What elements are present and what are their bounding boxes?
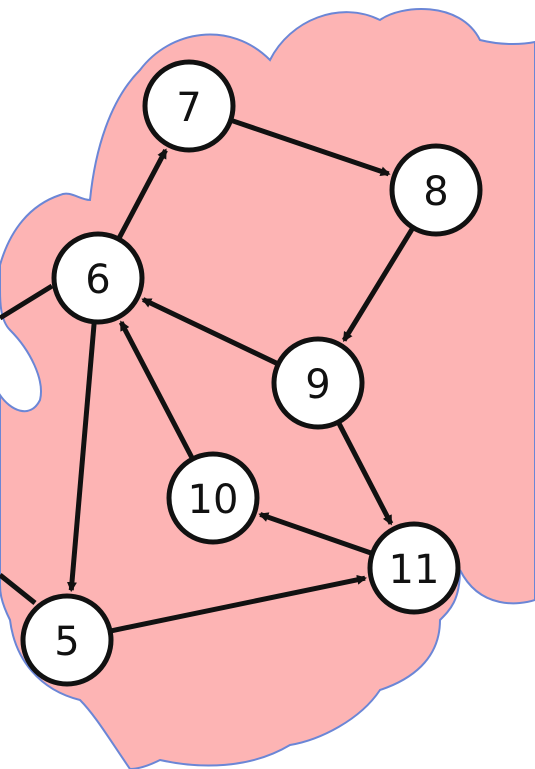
edge-10-to-6 bbox=[118, 320, 194, 459]
node-label: 7 bbox=[176, 85, 201, 131]
node-label: 6 bbox=[85, 257, 110, 303]
node-6: 6 bbox=[51, 231, 145, 325]
edge-5-to-11 bbox=[111, 574, 368, 634]
node-label: 10 bbox=[188, 477, 239, 523]
edge-offscreen-to-6 bbox=[0, 283, 54, 321]
node-label: 11 bbox=[389, 547, 440, 593]
node-5: 5 bbox=[20, 593, 114, 687]
edge-6-to-5 bbox=[66, 323, 97, 593]
node-8: 8 bbox=[389, 143, 483, 237]
node-11: 11 bbox=[367, 521, 461, 615]
node-circle bbox=[271, 336, 365, 430]
edges-layer bbox=[66, 118, 415, 634]
node-7: 7 bbox=[142, 59, 236, 153]
node-circle bbox=[142, 59, 236, 153]
node-label: 9 bbox=[305, 362, 330, 408]
edge-8-to-9 bbox=[341, 227, 415, 343]
node-circle bbox=[51, 231, 145, 325]
edge-9-to-6 bbox=[141, 297, 278, 366]
edge-7-to-8 bbox=[231, 118, 391, 177]
node-10: 10 bbox=[166, 451, 260, 545]
edge-6-to-7 bbox=[117, 148, 168, 239]
node-label: 5 bbox=[54, 619, 79, 665]
edge-11-to-10 bbox=[258, 512, 372, 556]
edge-9-to-11 bbox=[336, 422, 394, 526]
node-circle bbox=[166, 451, 260, 545]
node-circle bbox=[20, 593, 114, 687]
node-9: 9 bbox=[271, 336, 365, 430]
node-circle bbox=[367, 521, 461, 615]
nodes-layer: 7 8 6 9 10 11 5 bbox=[20, 59, 483, 687]
node-label: 8 bbox=[423, 169, 448, 215]
edge-offscreen-to-5 bbox=[0, 573, 37, 605]
node-circle bbox=[389, 143, 483, 237]
